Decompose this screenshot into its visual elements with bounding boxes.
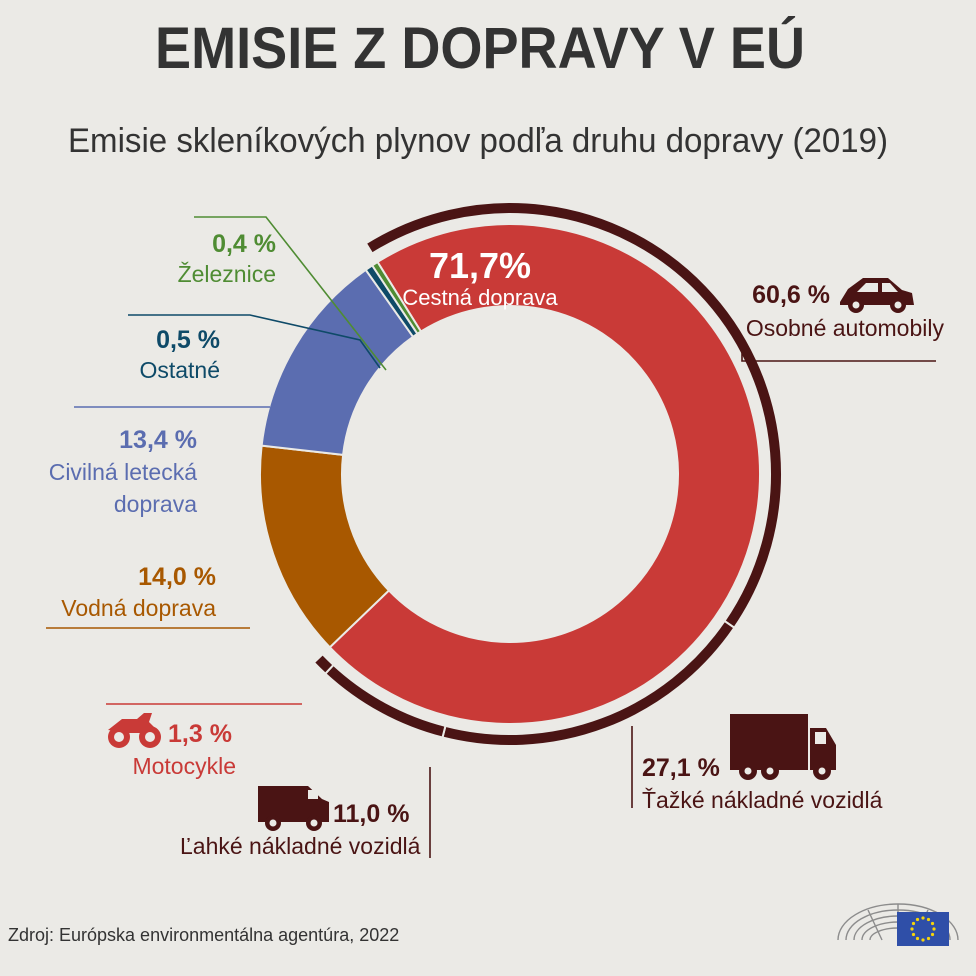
flag-star	[915, 917, 920, 922]
flag-star	[926, 936, 931, 941]
road-category-label: Cestná doprava	[402, 285, 558, 310]
source-note: Zdroj: Európska environmentálna agentúra…	[8, 925, 399, 945]
aviation-category-label-line1: Civilná letecká	[49, 459, 197, 485]
flag-star	[921, 938, 925, 942]
leader-lines	[46, 216, 936, 858]
water-category-label: Vodná doprava	[61, 595, 216, 621]
flag-star	[915, 936, 920, 941]
hdv-category-label: Ťažké nákladné vozidlá	[642, 787, 883, 813]
flag-star	[910, 927, 914, 931]
water-value-label: 14,0 %	[138, 563, 216, 591]
van-icon	[258, 786, 329, 831]
slice-road	[328, 223, 761, 725]
leader-other	[128, 314, 381, 369]
flag-star	[921, 916, 925, 920]
flag-star	[930, 921, 935, 926]
ldv-category-label: Ľahké nákladné vozidlá	[180, 833, 421, 859]
flag-star	[930, 932, 935, 937]
hdv-value-label: 27,1 %	[642, 754, 720, 782]
aviation-category-label-line2: doprava	[114, 491, 197, 517]
flag-star	[911, 921, 916, 926]
moto-category-label: Motocykle	[132, 753, 236, 779]
eu-flag	[897, 912, 949, 946]
flag-star	[911, 932, 916, 937]
leader-rail	[194, 216, 387, 371]
other-category-label: Ostatné	[139, 357, 220, 383]
breakdown-ring	[312, 201, 784, 747]
rail-value-label: 0,4 %	[212, 230, 276, 258]
chart-subtitle: Emisie skleníkových plynov podľa druhu d…	[68, 122, 888, 160]
chart-title: EMISIE Z DOPRAVY V EÚ	[155, 16, 805, 81]
donut	[259, 223, 761, 725]
ring-segment-moto	[312, 652, 335, 676]
aviation-value-label: 13,4 %	[119, 426, 197, 454]
flag-star	[932, 927, 936, 931]
slice-rail	[370, 260, 423, 336]
leader-cars	[741, 350, 936, 362]
rail-category-label: Železnice	[178, 261, 276, 287]
ldv-value-label: 11,0 %	[333, 800, 409, 828]
cars-value-label: 60,6 %	[752, 281, 830, 309]
truck-icon	[730, 714, 836, 780]
cars-category-label: Osobné automobily	[746, 315, 945, 341]
other-value-label: 0,5 %	[156, 326, 220, 354]
moto-value-label: 1,3 %	[168, 720, 232, 748]
flag-star	[926, 917, 931, 922]
road-value-label: 71,7%	[429, 245, 531, 286]
motorcycle-icon	[108, 713, 161, 748]
car-icon	[840, 278, 914, 313]
